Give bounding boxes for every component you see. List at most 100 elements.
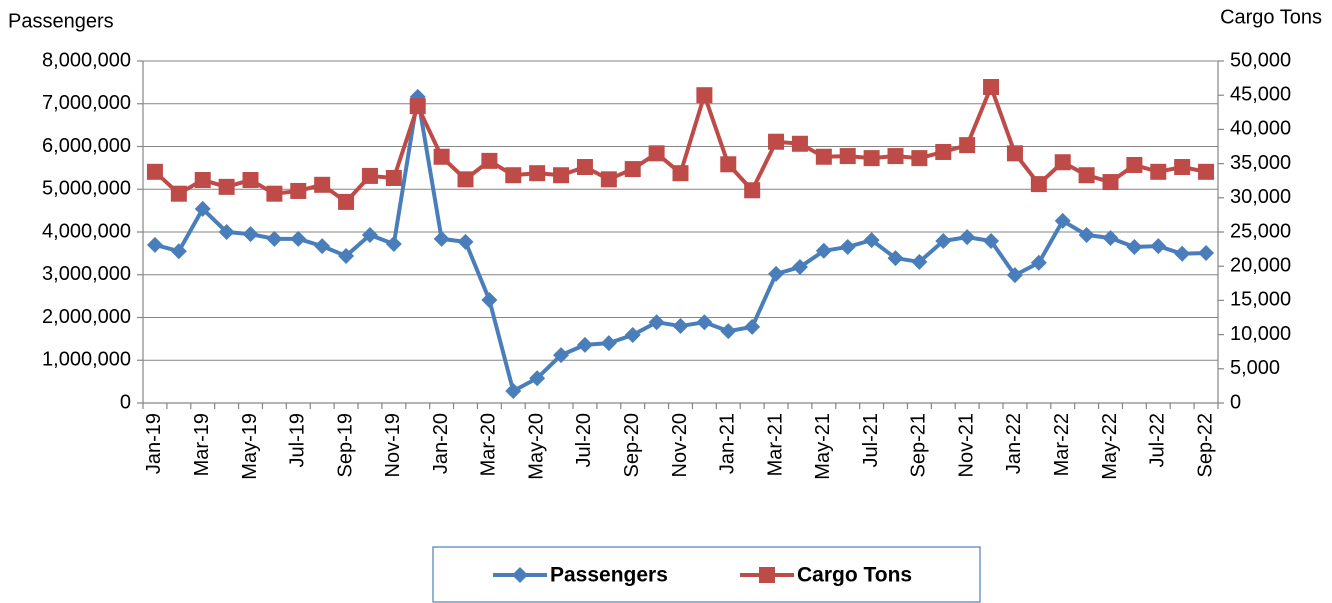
data-point [170, 243, 187, 260]
data-point [361, 226, 378, 243]
y-axis-label: Passengers [8, 10, 114, 32]
data-point [1054, 154, 1071, 171]
y2-axis-label: Cargo Tons [1220, 6, 1322, 28]
data-point [1126, 156, 1143, 173]
x-tick-label: Jul-19 [287, 413, 309, 467]
data-point [1054, 212, 1071, 229]
y-tick-label: 2,000,000 [42, 306, 131, 328]
x-tick-label: Sep-20 [621, 413, 643, 478]
data-point [672, 318, 689, 335]
data-point [720, 156, 737, 173]
y-tick-label: 3,000,000 [42, 263, 131, 285]
data-point [505, 383, 522, 400]
data-point [385, 235, 402, 252]
data-point [1030, 254, 1047, 271]
data-point [720, 323, 737, 340]
data-point [839, 238, 856, 255]
data-point [863, 150, 880, 167]
y-tick-label: 4,000,000 [42, 220, 131, 242]
data-point [983, 232, 1000, 249]
data-point [338, 193, 355, 210]
data-point [457, 171, 474, 188]
data-point [553, 167, 570, 184]
series-line [154, 94, 1207, 394]
data-point [744, 182, 761, 199]
data-point [648, 314, 665, 331]
y2-tick-label: 35,000 [1230, 152, 1291, 174]
data-point [959, 137, 976, 154]
y2-tick-label: 50,000 [1230, 49, 1291, 71]
y-tick-label: 8,000,000 [42, 49, 131, 71]
data-point [576, 336, 593, 353]
x-tick-label: Jul-21 [860, 413, 882, 467]
data-point [1174, 245, 1191, 262]
data-point [481, 291, 498, 308]
data-point [815, 148, 832, 165]
y2-tick-label: 15,000 [1230, 289, 1291, 311]
x-tick-label: Nov-20 [669, 413, 691, 477]
data-point [385, 169, 402, 186]
data-point [170, 185, 187, 202]
data-point [935, 143, 952, 160]
data-point [935, 232, 952, 249]
x-tick-label: Mar-21 [764, 413, 786, 476]
data-point [1030, 176, 1047, 193]
data-point [1126, 238, 1143, 255]
data-point [218, 224, 235, 240]
x-tick-label: Mar-20 [478, 413, 500, 476]
data-point [768, 265, 785, 282]
y2-tick-label: 25,000 [1230, 220, 1291, 242]
data-point [529, 370, 546, 387]
data-point [194, 200, 211, 217]
y2-tick-label: 5,000 [1230, 357, 1280, 379]
x-tick-label: Jan-22 [1003, 413, 1025, 474]
data-point [624, 327, 641, 344]
x-tick-label: May-22 [1099, 413, 1121, 480]
data-point [648, 145, 665, 162]
data-point [887, 250, 904, 267]
data-point [242, 172, 259, 189]
data-point [791, 135, 808, 152]
data-point [146, 163, 163, 180]
x-tick-label: Jan-21 [717, 413, 739, 474]
data-point [290, 182, 307, 199]
data-point [983, 78, 1000, 95]
data-point [433, 148, 450, 165]
y2-tick-label: 40,000 [1230, 118, 1291, 140]
data-point [672, 165, 689, 182]
data-point [576, 159, 593, 176]
data-point [1198, 244, 1215, 261]
x-tick-label: Mar-22 [1051, 413, 1073, 476]
y2-tick-label: 30,000 [1230, 186, 1291, 208]
x-tick-label: Jul-22 [1147, 413, 1169, 467]
data-point [1150, 238, 1167, 255]
data-point [744, 318, 761, 335]
data-point [338, 247, 355, 264]
y-tick-label: 6,000,000 [42, 135, 131, 157]
x-tick-label: Sep-21 [908, 413, 930, 478]
data-point [1006, 267, 1023, 284]
data-point [1174, 159, 1191, 176]
y2-tick-label: 45,000 [1230, 83, 1291, 105]
data-point [791, 259, 808, 276]
y-tick-label: 7,000,000 [42, 92, 131, 114]
legend-marker [759, 567, 775, 583]
data-point [839, 148, 856, 165]
y-tick-label: 5,000,000 [42, 178, 131, 200]
data-point [314, 176, 331, 193]
x-tick-label: Jul-20 [573, 413, 595, 467]
legend-box [432, 546, 981, 603]
data-point [1102, 229, 1119, 246]
legend-marker [512, 567, 528, 583]
y2-tick-label: 0 [1230, 391, 1241, 413]
y-tick-label: 0 [120, 391, 131, 413]
data-point [1102, 174, 1119, 191]
data-point [481, 152, 498, 169]
data-point [887, 148, 904, 165]
legend-label: Cargo Tons [797, 564, 912, 587]
x-tick-label: Nov-21 [955, 413, 977, 477]
data-point [194, 172, 211, 189]
data-point [361, 167, 378, 184]
data-point [863, 232, 880, 249]
